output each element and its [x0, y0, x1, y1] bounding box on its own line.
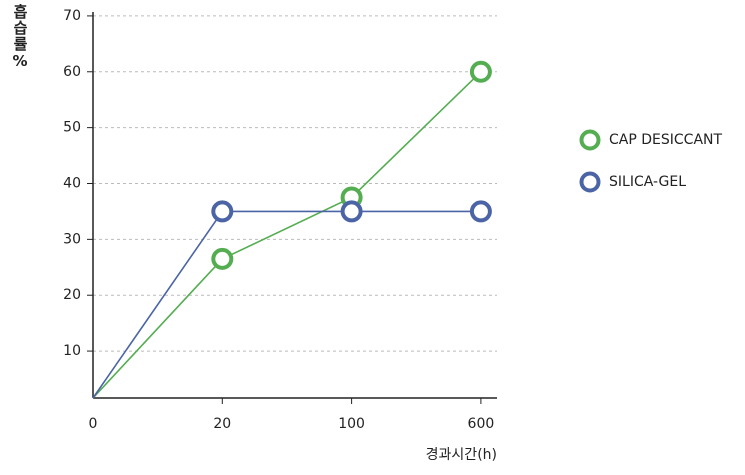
series-line	[92, 71, 482, 399]
legend-label: CAP DESICCANT	[609, 132, 722, 148]
x-tick-label: 100	[338, 416, 365, 432]
y-tick-label: 50	[63, 120, 81, 136]
y-tick-label: 70	[63, 8, 81, 24]
legend-marker	[579, 171, 601, 193]
y-tick-label: 60	[63, 64, 81, 80]
y-tick-label: 40	[63, 175, 81, 191]
x-tick-label: 20	[213, 416, 231, 432]
data-point	[211, 247, 234, 270]
x-tick-label: 600	[468, 416, 495, 432]
y-tick-label: 10	[63, 343, 81, 359]
data-point	[469, 60, 492, 83]
y-tick-label: 20	[63, 287, 81, 303]
data-point	[469, 200, 492, 223]
legend-label: SILICA-GEL	[609, 174, 686, 190]
x-tick-label: 0	[89, 416, 98, 432]
x-axis-label: 경과시간(h)	[426, 447, 497, 463]
y-axis-label: 흡습률%	[11, 4, 29, 71]
legend-marker	[579, 129, 601, 151]
data-point	[340, 200, 363, 223]
series-line	[92, 210, 481, 399]
data-point	[211, 200, 234, 223]
y-tick-label: 30	[63, 231, 81, 247]
